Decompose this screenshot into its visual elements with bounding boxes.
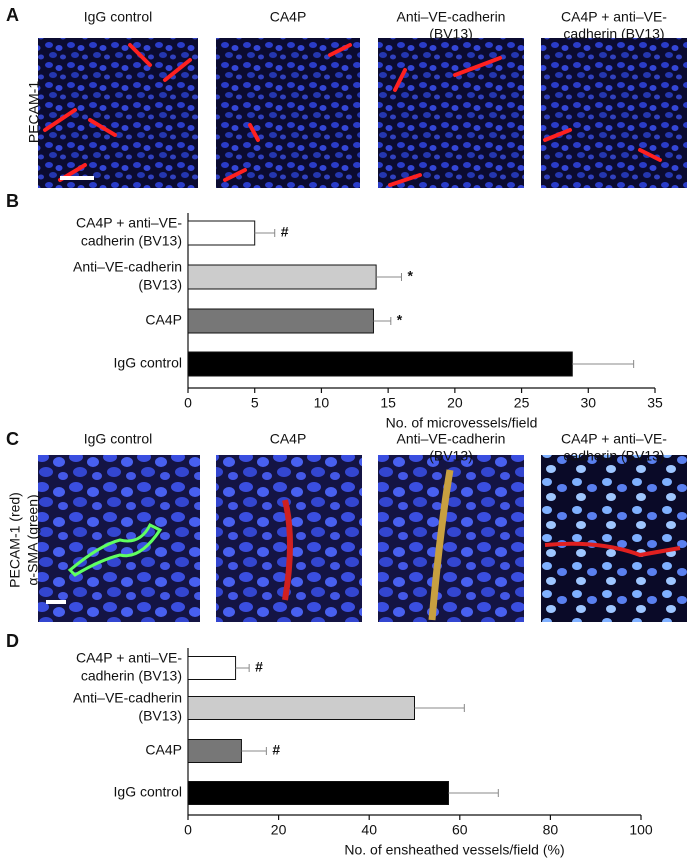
error-bar xyxy=(572,360,635,368)
column-title: Anti–VE-cadherin xyxy=(397,431,506,447)
x-tick-label: 10 xyxy=(314,395,330,411)
vessel-stain xyxy=(67,522,163,577)
significance-mark: # xyxy=(272,742,280,758)
error-bar xyxy=(376,273,402,281)
vessel-stain xyxy=(428,469,454,621)
category-label: (BV13) xyxy=(138,277,182,293)
column-title: Anti–VE-cadherin xyxy=(397,9,506,25)
column-title: (BV13) xyxy=(429,26,473,42)
panel-label: B xyxy=(6,191,19,211)
x-tick-label: 100 xyxy=(629,822,653,838)
category-label: IgG control xyxy=(114,355,182,371)
x-tick-label: 0 xyxy=(184,822,192,838)
scale-bar xyxy=(60,176,94,180)
x-tick-label: 60 xyxy=(452,822,468,838)
micrograph xyxy=(541,455,687,622)
x-tick-label: 20 xyxy=(271,822,287,838)
x-axis-label: No. of microvessels/field xyxy=(386,415,538,431)
panel-label: C xyxy=(6,429,19,449)
vessel-stain xyxy=(43,43,662,187)
bar xyxy=(187,220,256,246)
category-label: (BV13) xyxy=(138,708,182,724)
category-label: cadherin (BV13) xyxy=(81,233,182,249)
error-bar xyxy=(448,789,499,797)
x-tick-label: 20 xyxy=(447,395,463,411)
column-title: cadherin (BV13) xyxy=(563,26,664,42)
bar xyxy=(187,696,415,720)
micrographs-c xyxy=(38,455,687,622)
micrograph xyxy=(38,38,198,188)
column-title: IgG control xyxy=(84,9,152,25)
category-label: CA4P + anti–VE- xyxy=(76,650,182,666)
significance-mark: # xyxy=(255,659,263,675)
x-tick-label: 35 xyxy=(647,395,663,411)
error-bar xyxy=(235,664,250,672)
column-title: CA4P + anti–VE- xyxy=(561,431,667,447)
stain-label: α-SMA (green) xyxy=(25,494,41,585)
column-title: CA4P xyxy=(270,9,307,25)
stain-label: PECAM-1 (red) xyxy=(7,492,23,588)
significance-mark: * xyxy=(407,268,413,284)
category-label: CA4P xyxy=(145,312,182,328)
category-label: CA4P xyxy=(145,742,182,758)
category-label: cadherin (BV13) xyxy=(81,668,182,684)
bar xyxy=(187,781,449,805)
x-tick-label: 15 xyxy=(380,395,396,411)
x-tick-label: 0 xyxy=(184,395,192,411)
error-bar xyxy=(373,317,392,325)
panel-label: D xyxy=(6,631,19,651)
vessel-stain xyxy=(282,499,293,601)
column-title: IgG control xyxy=(84,431,152,447)
significance-mark: * xyxy=(397,312,403,328)
error-bar xyxy=(254,229,276,237)
column-title: cadherin (BV13) xyxy=(563,448,664,464)
x-tick-label: 5 xyxy=(251,395,259,411)
bar xyxy=(187,351,573,377)
bar xyxy=(187,308,374,334)
bar xyxy=(187,264,377,290)
x-tick-label: 40 xyxy=(361,822,377,838)
micrograph xyxy=(38,455,200,622)
x-tick-label: 25 xyxy=(514,395,530,411)
x-tick-label: 80 xyxy=(543,822,559,838)
stain-label: PECAM-1 xyxy=(26,81,42,143)
micrographs-a xyxy=(38,38,687,188)
column-title: (BV13) xyxy=(429,448,473,464)
category-label: Anti–VE-cadherin xyxy=(73,259,182,275)
error-bar xyxy=(241,747,267,755)
vessel-stain xyxy=(544,541,681,558)
micrograph xyxy=(541,38,687,188)
scale-bar xyxy=(46,600,66,604)
column-title: CA4P + anti–VE- xyxy=(561,9,667,25)
micrograph xyxy=(216,38,360,188)
x-tick-label: 30 xyxy=(580,395,596,411)
category-label: CA4P + anti–VE- xyxy=(76,215,182,231)
significance-mark: # xyxy=(281,224,289,240)
bar xyxy=(187,656,237,680)
panel-label: A xyxy=(6,5,19,25)
category-label: IgG control xyxy=(114,784,182,800)
x-axis-label: No. of ensheathed vessels/field (%) xyxy=(344,842,564,858)
error-bar xyxy=(414,704,465,712)
bar xyxy=(187,739,242,763)
column-title: CA4P xyxy=(270,431,307,447)
micrograph xyxy=(378,38,524,188)
category-label: Anti–VE-cadherin xyxy=(73,690,182,706)
